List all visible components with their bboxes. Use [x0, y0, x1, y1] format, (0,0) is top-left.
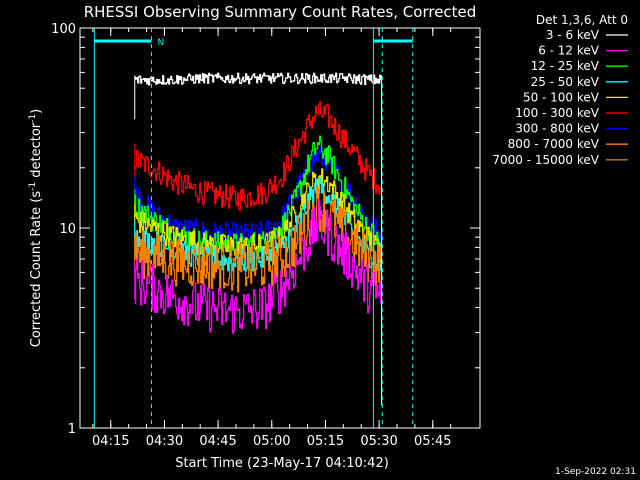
series-6-12-kev	[134, 200, 382, 334]
series-line	[134, 101, 382, 211]
footer-date: 1-Sep-2022 02:31	[555, 467, 636, 477]
series-line	[134, 200, 382, 334]
x-tick-label: 05:15	[307, 434, 344, 449]
series-3-6-kev-overlay	[134, 72, 383, 406]
legend-label: 300 - 800 keV	[515, 122, 599, 136]
legend-label: 50 - 100 keV	[523, 90, 600, 104]
x-tick-label: 04:30	[146, 434, 183, 449]
chart-title: RHESSI Observing Summary Count Rates, Co…	[84, 3, 477, 21]
series-line	[134, 145, 382, 248]
legend-label: 6 - 12 keV	[538, 44, 600, 58]
legend-label: 7000 - 15000 keV	[492, 153, 599, 167]
axes: 1 10 100 04:15 04:30 04:45 05:00 05:15 05:30 05:4…	[51, 22, 480, 449]
time-markers: N	[93, 28, 414, 428]
y-tick-label: 10	[59, 222, 76, 237]
x-tick-label: 04:45	[199, 434, 236, 449]
y-tick-label: 1	[68, 422, 76, 437]
x-axis-label: Start Time (23-May-17 04:10:42)	[175, 456, 389, 471]
legend-label: 12 - 25 keV	[531, 59, 600, 73]
legend-label: 800 - 7000 keV	[508, 137, 600, 151]
x-tick-label: 05:30	[360, 434, 397, 449]
y-axis-label: Corrected Count Rate (s-1 detector-1)	[28, 109, 44, 347]
plot-area	[134, 64, 383, 406]
legend-label: 100 - 300 keV	[515, 106, 599, 120]
legend-label: 25 - 50 keV	[531, 75, 600, 89]
x-tick-label: 05:00	[253, 434, 290, 449]
series-100-300-kev	[134, 101, 382, 211]
x-tick-label: 05:45	[414, 434, 451, 449]
night-marker-label: N	[158, 38, 165, 48]
legend-label: 3 - 6 keV	[546, 28, 600, 42]
legend-header: Det 1,3,6, Att 0	[536, 13, 628, 27]
series-line	[134, 185, 382, 293]
series-line	[134, 72, 382, 86]
x-tick-label: 04:15	[92, 434, 129, 449]
y-tick-label: 100	[51, 22, 76, 37]
